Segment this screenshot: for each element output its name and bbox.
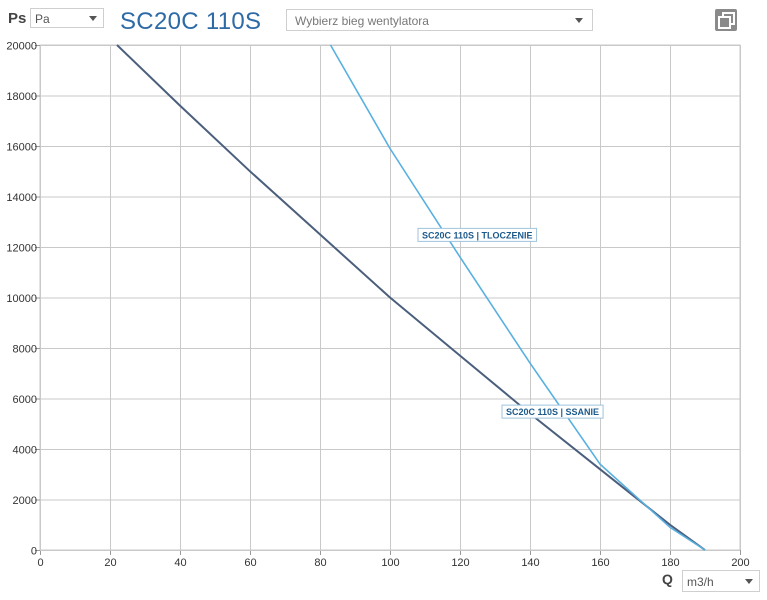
flow-unit-value: m3/h (687, 575, 714, 589)
x-tick-label: 180 (661, 557, 679, 569)
y-tick-label: 10000 (6, 293, 37, 305)
x-tick-label: 20 (104, 557, 116, 569)
copy-button[interactable] (715, 9, 737, 31)
chart-annotations: SC20C 110S | TLOCZENIE SC20C 110S | SSANI… (417, 227, 604, 419)
x-tick-label: 0 (37, 557, 43, 569)
x-tick-label: 120 (451, 557, 469, 569)
x-tick-label: 80 (314, 557, 326, 569)
chart-series (116, 44, 706, 551)
chart-grid (35, 44, 741, 555)
pressure-unit-value: Pa (35, 12, 50, 26)
series-label-text: SC20C 110S | SSANIE (506, 407, 599, 417)
series-label-text: SC20C 110S | TLOCZENIE (422, 230, 533, 240)
y-tick-label: 4000 (13, 445, 37, 457)
x-tick-label: 60 (244, 557, 256, 569)
x-tick-label: 160 (591, 557, 609, 569)
y-tick-label: 12000 (6, 243, 37, 255)
y-tick-label: 0 (31, 546, 37, 558)
series-line-tloczenie (329, 44, 706, 551)
y-tick-label: 20000 (6, 41, 37, 53)
y-axis-symbol: Ps (8, 10, 27, 27)
pressure-unit-select[interactable]: Pa (30, 8, 104, 28)
series-line-ssanie (116, 44, 706, 551)
series-label: SC20C 110S | TLOCZENIE (417, 227, 538, 242)
copy-icon-front (718, 16, 731, 29)
x-tick-label: 40 (174, 557, 186, 569)
x-axis-symbol: Q (662, 571, 673, 587)
fan-speed-placeholder: Wybierz bieg wentylatora (295, 14, 429, 28)
chevron-down-icon (89, 16, 97, 21)
y-tick-label: 2000 (13, 495, 37, 507)
y-tick-label: 18000 (6, 91, 37, 103)
chart-tick-labels: 0 20 40 60 80 100 120 140 160 180 2000200040006000… (6, 41, 749, 570)
series-label-box (501, 404, 604, 419)
x-tick-label: 200 (731, 557, 749, 569)
y-tick-label: 14000 (6, 192, 37, 204)
y-tick-label: 8000 (13, 344, 37, 356)
chevron-down-icon (575, 18, 583, 23)
y-tick-label: 16000 (6, 142, 37, 154)
y-tick-label: 6000 (13, 394, 37, 406)
flow-unit-select[interactable]: m3/h (682, 570, 760, 592)
x-tick-label: 100 (381, 557, 399, 569)
fan-speed-select[interactable]: Wybierz bieg wentylatora (286, 9, 593, 31)
x-tick-label: 140 (521, 557, 539, 569)
series-label: SC20C 110S | SSANIE (501, 404, 604, 419)
series-label-box (417, 227, 538, 242)
page-title: SC20C 110S (120, 8, 262, 35)
chevron-down-icon (745, 579, 753, 584)
